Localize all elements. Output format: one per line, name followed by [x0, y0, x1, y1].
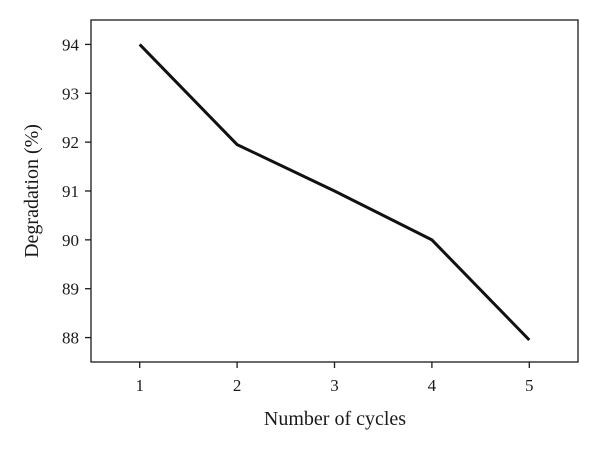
plot-frame [90, 19, 579, 363]
x-tick-label: 3 [330, 376, 339, 395]
y-tick-label: 92 [62, 133, 79, 152]
y-tick-label: 88 [62, 329, 79, 348]
x-tick-label: 1 [135, 376, 144, 395]
x-tick-label: 2 [233, 376, 242, 395]
x-tick-label: 4 [428, 376, 437, 395]
y-tick-label: 89 [62, 280, 79, 299]
x-axis-ticks: 1 2 3 4 5 [135, 362, 534, 395]
y-axis-label: Degradation (%) [21, 124, 43, 258]
y-axis-ticks: 88 89 90 91 92 93 94 [62, 35, 91, 348]
x-tick-label: 5 [525, 376, 534, 395]
series-line [138, 43, 531, 342]
y-tick-label: 90 [62, 231, 79, 250]
y-tick-label: 94 [62, 35, 80, 54]
x-axis-label: Number of cycles [264, 408, 406, 430]
y-tick-label: 91 [62, 182, 79, 201]
y-tick-label: 93 [62, 84, 79, 103]
